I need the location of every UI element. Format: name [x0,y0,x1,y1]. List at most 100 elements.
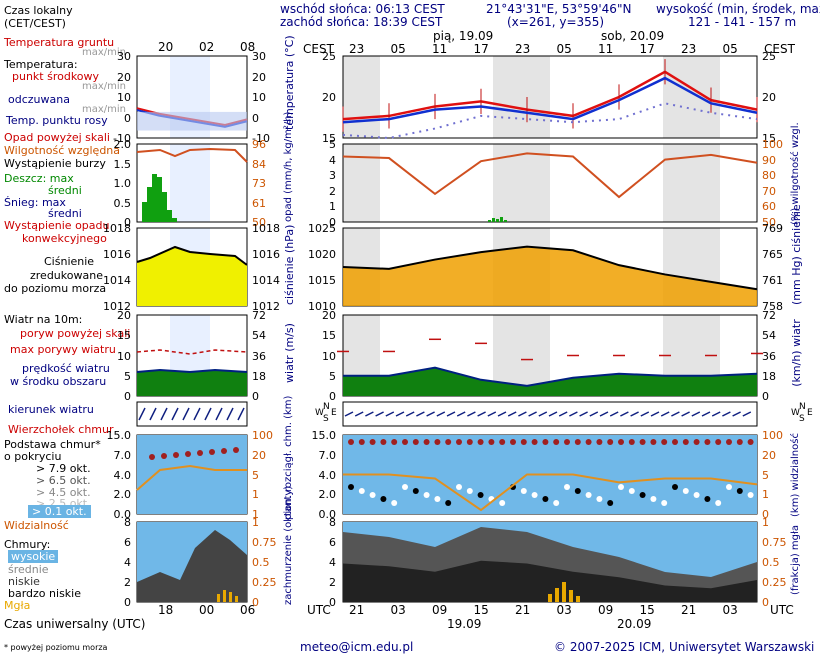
legend-wind-arrow-9 [237,407,245,421]
cloud-top-dot-9 [445,439,452,445]
night-band-rain-1 [493,144,550,222]
footer-copyright: © 2007-2025 ICM, Uniwersytet Warszawski [554,640,815,654]
cloud-base-dot-14 [499,500,506,506]
top-hour-2: 11 [432,42,448,56]
ltick-fog-right-0: 1 [252,516,259,529]
cloud-base-dot-0 [348,484,354,490]
legend-cloud-top-6 [221,448,227,454]
ltick-wind-right-4: 0 [252,390,259,403]
legend-rain-bar-5 [167,210,172,222]
cloud-base-dot-21 [574,488,581,494]
cloud-base-dot-16 [520,488,527,494]
cloud-top-dot-31 [682,439,689,445]
ltick-rain-left-2: 1.0 [113,177,132,190]
legend-temp-maxmin: max/min [82,81,127,92]
cloud-base-dot-12 [477,492,484,498]
ltick-rain-left-4: 0 [124,216,131,229]
ltick-temp-right-4: -10 [252,132,270,145]
wind-arrow-39 [742,411,752,417]
wind-arrow-26 [609,411,619,417]
cest-right: CEST [764,42,795,56]
ltick-temp-right-3: 0 [252,111,259,125]
ltick-fog-right-4: 0 [252,596,259,609]
temp-series-1 [342,76,758,124]
legend-soil-maxmin: max/min [82,47,127,58]
humidity-line [342,152,758,199]
tick-wind-left-4: 0 [329,390,336,403]
top-hour-6: 11 [598,42,614,56]
legend-cloud-base1: Podstawa chmur* [4,438,101,451]
cloud-base-dot-32 [693,492,700,498]
legend-wind-arrow-1 [149,407,157,421]
ltick-rain-left-3: 0.5 [113,196,132,210]
ltick-vis-right-1: 20 [252,448,266,462]
tick-fog-right-0: 1 [762,516,769,529]
dir-s-left: S [323,414,329,424]
ltick-cloud-left-0: 15.0 [106,429,132,442]
utc-right: UTC [770,603,794,617]
cloud-top-dot-19 [553,439,560,445]
cloud-base-dot-17 [531,492,538,498]
ltick-wind-left-3: 5 [124,369,131,383]
tick-hum-right-1: 90 [762,153,776,167]
dir-w-right: W [791,408,800,418]
tick-wind-left-2: 10 [322,349,336,363]
tick-rain-left-3: 2 [329,184,336,198]
ltick-wind-right-3: 18 [252,369,266,383]
ltick-press-right-0: 1018 [252,222,280,235]
ltick-temp-left-1: 20 [117,70,131,84]
wind-arrow-4 [385,411,395,417]
tick-cover-left-1: 6 [329,536,336,549]
bottom-hour-8: 21 [681,603,697,617]
top-hour-1: 05 [390,42,406,56]
tick-fog-right-2: 0.5 [762,556,780,569]
tick-temp-right-1: 20 [762,91,776,104]
tick-temp-right-0: 25 [762,50,776,63]
legend-day-rain [170,144,210,222]
ltick-press-left-1: 1016 [103,248,131,261]
pressure-area [343,246,757,306]
ltick-cover-left-3: 2 [124,576,131,589]
wind-arrow-11 [456,411,466,417]
tick-vis-right-2: 5 [762,468,769,482]
cloud-top-dot-5 [402,439,408,445]
legend-okt45: > 4.5 okt. [36,486,91,499]
legend-fog-bar-1 [223,590,226,602]
legend-humidity-line [136,147,248,163]
top-hour-0: 23 [349,42,365,56]
bottom-hour-2: 09 [432,603,448,617]
tick-press-left-2: 1015 [308,274,336,287]
elevation-label: wysokość (min, środek, max) [656,2,820,16]
ltick-fog-right-3: 0.25 [252,576,277,589]
ltick-wind-left-2: 10 [117,349,131,363]
cloud-top-dot-18 [542,439,549,445]
cloud-base-dot-7 [423,492,430,498]
cloud-top-dot-4 [391,439,398,445]
legend-wind-arrow-0 [138,407,146,421]
cloud-base-dot-36 [736,488,743,494]
dir-e-left: E [331,408,337,418]
ltick-temp-left-0: 30 [117,50,131,63]
footer-email[interactable]: meteo@icm.edu.pl [300,640,414,654]
legend-visibility-line [136,464,247,491]
tick-fog-right-4: 0 [762,596,769,609]
ltick-vis-right-2: 5 [252,468,259,482]
legend-clouds: Chmury: [4,538,51,551]
bottom-hour-7: 15 [639,603,655,617]
ltick-temp-right-1: 20 [252,70,266,84]
wind-arrow-24 [589,411,599,417]
ltick-fog-right-2: 0.5 [252,556,270,569]
wind-arrow-36 [711,411,721,417]
ltick-press-left-3: 1012 [103,300,131,313]
legend-fog-bar-0 [217,594,220,602]
wind-arrow-6 [405,411,415,417]
wind-arrow-10 [446,411,456,417]
ltick-wind-left-1: 15 [117,329,131,343]
wind-arrow-7 [416,411,425,417]
legend-pressure-line [136,245,248,266]
legend-cloud-top-1 [161,453,167,459]
legend-wind-area [137,370,247,396]
cloud-top-dot-36 [736,439,743,445]
legend-soil-temp: Temperatura gruntu [4,36,115,49]
